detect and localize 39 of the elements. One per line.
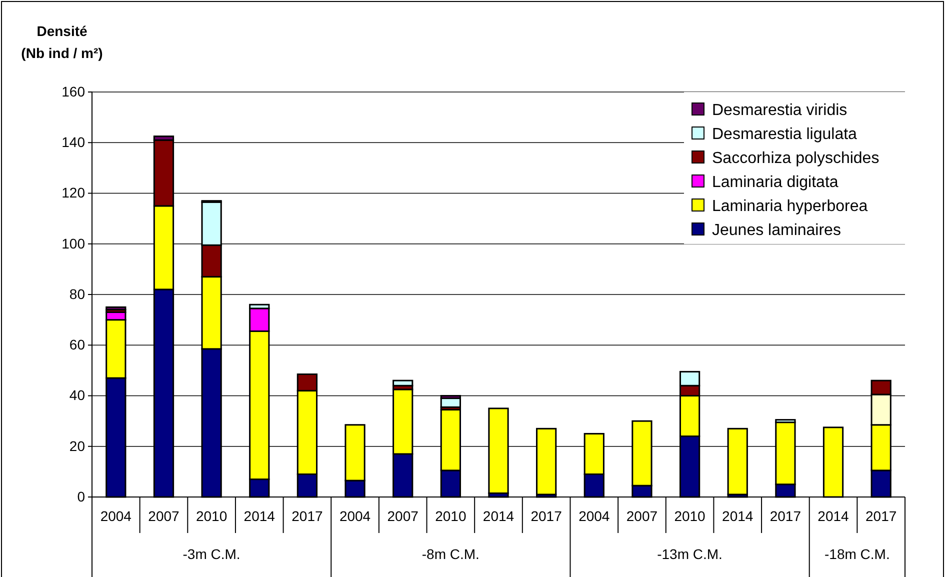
bar bbox=[392, 380, 414, 386]
x-tick-label: 2007 bbox=[148, 508, 180, 524]
x-tick-label: 2017 bbox=[866, 508, 897, 524]
x-tick-label: 2004 bbox=[339, 508, 371, 524]
y-tick-label: 0 bbox=[77, 488, 86, 504]
x-tick-label: 2014 bbox=[244, 508, 276, 524]
x-tick-label: 2017 bbox=[292, 508, 323, 524]
y-tick-label: 100 bbox=[62, 235, 86, 252]
legend-label: Laminaria hyperborea bbox=[712, 198, 868, 215]
legend-label: Desmarestia ligulata bbox=[712, 126, 858, 143]
text: -13m C.M. bbox=[657, 546, 722, 562]
x-tick-label: 2004 bbox=[578, 508, 610, 524]
y-tick-label: 160 bbox=[62, 83, 86, 100]
x-tick-label: 2010 bbox=[196, 508, 228, 524]
legend-label: Desmarestia viridis bbox=[712, 102, 848, 119]
y-axis-title: Densité (Nb ind / m²) bbox=[21, 23, 103, 61]
y-tick-label: 80 bbox=[69, 286, 86, 302]
x-tick-label: 2007 bbox=[387, 508, 419, 524]
text: -8m C.M. bbox=[422, 546, 480, 562]
x-tick-label: 2010 bbox=[435, 508, 466, 524]
text: -3m C.M. bbox=[182, 546, 240, 562]
y-tick-label: 140 bbox=[62, 134, 86, 150]
bar bbox=[106, 306, 126, 310]
x-tick-label: 2017 bbox=[530, 508, 562, 524]
y-tick-label: 40 bbox=[69, 387, 86, 404]
x-tick-label: 2014 bbox=[482, 508, 514, 524]
x-tick-label: 2017 bbox=[770, 508, 802, 524]
legend-label: Jeunes laminaires bbox=[712, 222, 841, 239]
x-tick-label: 2007 bbox=[626, 508, 658, 524]
legend-label: Laminaria digitata bbox=[712, 174, 838, 191]
x-tick-label: 2014 bbox=[722, 508, 754, 524]
y-tick-label: 60 bbox=[69, 336, 86, 353]
x-tick-label: 2014 bbox=[818, 508, 850, 524]
x-tick-label: 2010 bbox=[674, 508, 706, 524]
legend-label: Saccorhiza polyschides bbox=[712, 150, 880, 167]
text: -18m C.M. bbox=[824, 546, 890, 562]
x-tick-label: 2004 bbox=[100, 508, 132, 524]
y-tick-label: 20 bbox=[69, 438, 86, 454]
y-tick-label: 120 bbox=[62, 184, 86, 201]
